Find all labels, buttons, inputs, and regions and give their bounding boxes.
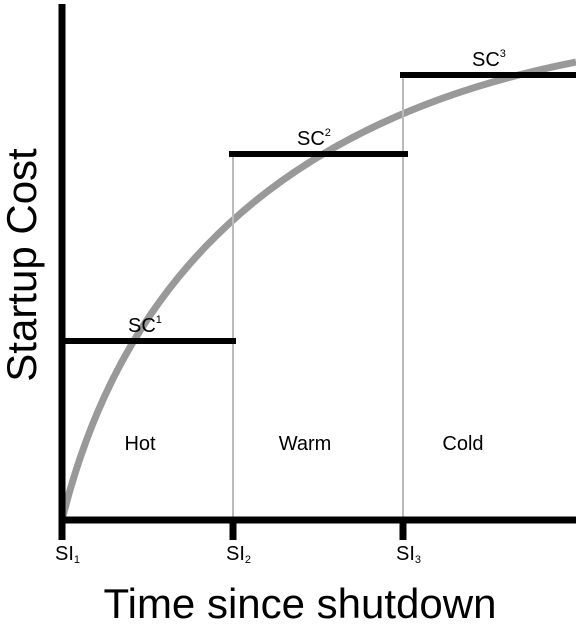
step-label: SC3 — [472, 48, 506, 71]
step-label: SC1 — [128, 314, 162, 337]
region-label: Cold — [442, 433, 483, 455]
cost-curve — [59, 58, 576, 517]
interval-label: SI3 — [396, 543, 421, 566]
step-label: SC2 — [297, 127, 331, 150]
region-label: Warm — [279, 433, 332, 455]
x-axis-title: Time since shutdown — [104, 580, 497, 624]
region-label: Hot — [124, 433, 156, 455]
interval-label: SI2 — [226, 543, 251, 566]
y-axis-title: Startup Cost — [0, 148, 45, 382]
interval-label: SI1 — [55, 543, 80, 566]
